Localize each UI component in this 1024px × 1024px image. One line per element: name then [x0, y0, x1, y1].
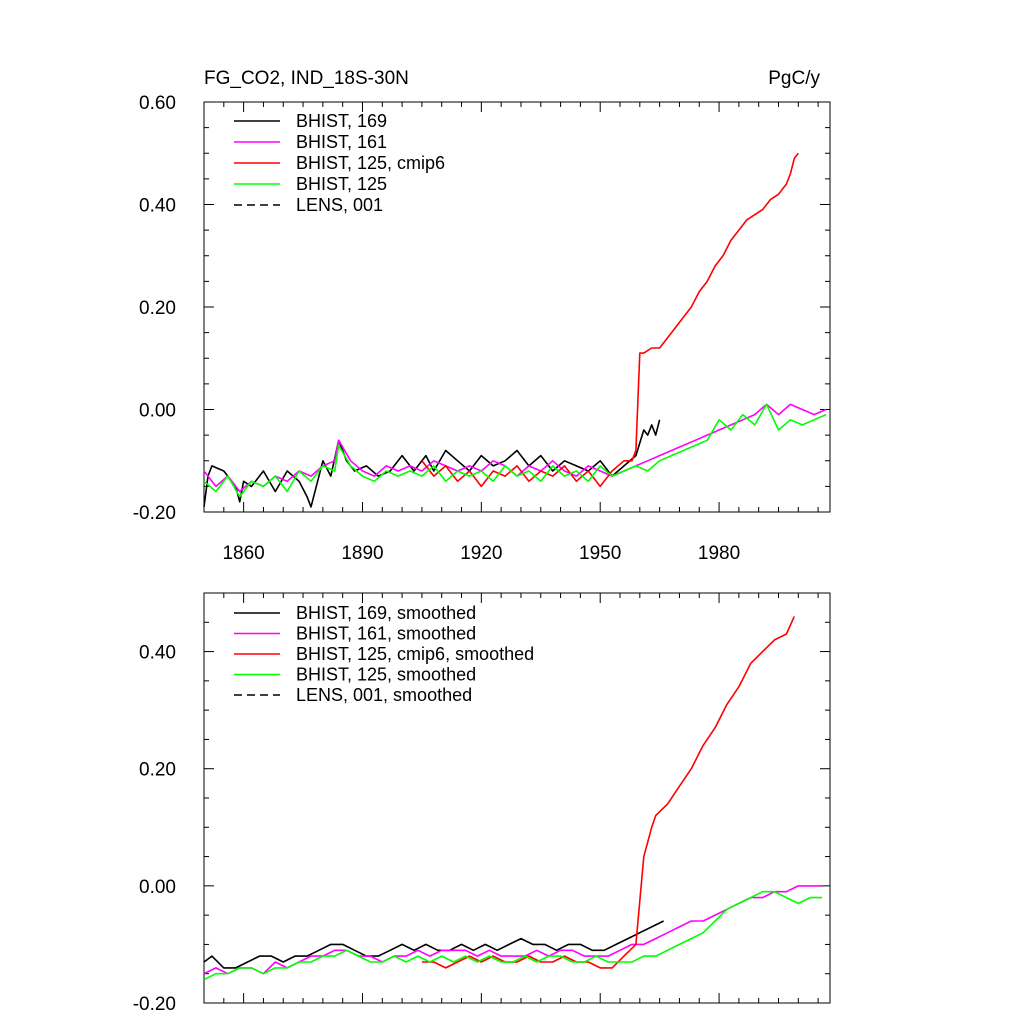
y-tick-label: 0.20 [139, 760, 176, 781]
y-tick-label: 0.40 [139, 196, 176, 217]
y-tick-label: 0.40 [139, 643, 176, 664]
y-tick-label: -0.20 [133, 503, 176, 524]
series-line-bhist-161 [203, 403, 827, 493]
series-line-bhist-125-cmip6 [421, 152, 799, 488]
legend-label: LENS, 001 [296, 195, 383, 215]
legend-label: LENS, 001, smoothed [296, 685, 472, 705]
legend-label: BHIST, 169 [296, 111, 387, 131]
y-tick-label: 0.00 [139, 401, 176, 422]
legend-label: BHIST, 125, smoothed [296, 665, 476, 685]
x-tick-label: 1980 [698, 543, 740, 564]
series-line-bhist-169 [203, 419, 661, 508]
legend-label: BHIST, 161 [296, 132, 387, 152]
y-tick-label: 0.20 [139, 298, 176, 319]
series-line-bhist-125-cmip6-smoothed [421, 616, 796, 969]
x-tick-label: 1890 [341, 543, 383, 564]
legend-label: BHIST, 125, cmip6, smoothed [296, 644, 534, 664]
y-tick-label: -0.20 [133, 994, 176, 1015]
top-panel: -0.20 0.00 0.20 0.40 0.60 1860 1890 1920 1950 198… [133, 93, 831, 564]
legend-label: BHIST, 169, smoothed [296, 603, 476, 623]
series-line-bhist-169-smoothed [203, 920, 664, 969]
chart-title: FG_CO2, IND_18S-30N [204, 68, 409, 89]
x-tick-label: 1860 [222, 543, 264, 564]
series-line-bhist-161-smoothed [203, 885, 823, 975]
y-tick-label: 0.60 [139, 93, 176, 114]
series-line-bhist-125-smoothed [203, 890, 823, 981]
y-tick-label: 0.00 [139, 877, 176, 898]
legend-label: BHIST, 125 [296, 174, 387, 194]
series-line-bhist-125 [203, 403, 827, 498]
units-label: PgC/y [768, 68, 820, 89]
legend-label: BHIST, 161, smoothed [296, 624, 476, 644]
x-tick-label: 1920 [460, 543, 502, 564]
x-tick-label: 1950 [579, 543, 621, 564]
legend-label: BHIST, 125, cmip6 [296, 153, 445, 173]
